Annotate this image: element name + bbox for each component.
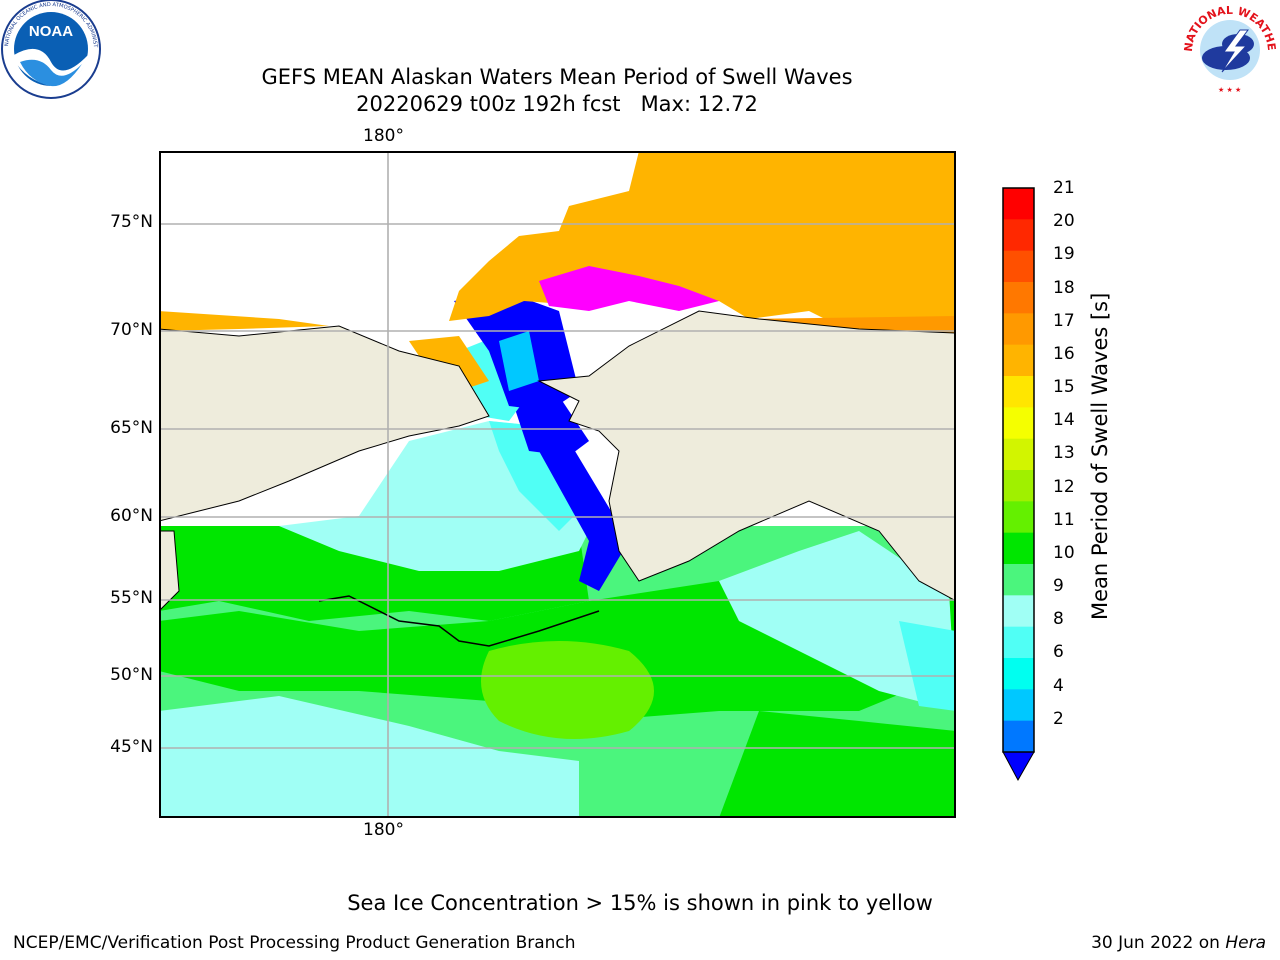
colorbar-segment [1003, 470, 1034, 502]
colorbar-tick-label: 18 [1053, 277, 1075, 298]
lon-label-bottom: 180° [363, 820, 404, 840]
colorbar-tick-label: 16 [1053, 343, 1075, 364]
colorbar-frame [1002, 187, 1035, 753]
colorbar-segment [1003, 501, 1034, 534]
bristol-bay-low-swell [539, 441, 629, 591]
colorbar-tick-label: 13 [1053, 443, 1075, 464]
land-kamchatka [160, 530, 180, 611]
graticule [160, 152, 955, 817]
lat-label-65: 65°N [110, 418, 153, 438]
map-frame [159, 151, 956, 818]
sea-ice-note: Sea Ice Concentration > 15% is shown in … [347, 891, 933, 915]
footer-producer: NCEP/EMC/Verification Post Processing Pr… [13, 933, 576, 953]
lat-label-50: 50°N [110, 665, 153, 685]
lat-label-55: 55°N [110, 588, 153, 608]
sea-ice-pink-edge [539, 266, 719, 311]
colorbar-segment [1003, 407, 1034, 440]
colorbar-title: Mean Period of Swell Waves [s] [1088, 292, 1112, 620]
colorbar-segment [1003, 438, 1034, 471]
colorbar-tick-label: 14 [1053, 410, 1075, 431]
svg-text:★ ★ ★: ★ ★ ★ [1218, 86, 1241, 94]
colorbar-tick-label: 12 [1053, 476, 1075, 497]
colorbar-segment [1003, 282, 1034, 314]
lon-label-top: 180° [363, 126, 404, 146]
colorbar-tick-label: 6 [1053, 642, 1064, 663]
footer-machine: Hera [1225, 933, 1266, 953]
colorbar-segment [1003, 188, 1034, 220]
sea-ice-siberian [160, 311, 329, 331]
colorbar [1002, 187, 1035, 782]
colorbar-tick-label: 15 [1053, 377, 1075, 398]
colorbar-tick-label: 19 [1053, 244, 1075, 265]
colorbar-segment [1003, 564, 1034, 596]
swell-7s-east [899, 621, 955, 711]
map-title: GEFS MEAN Alaskan Waters Mean Period of … [261, 65, 853, 89]
swell-8-9s-east [719, 531, 955, 711]
footer-date-text: 30 Jun 2022 on [1091, 933, 1226, 953]
colorbar-segment [1003, 658, 1034, 690]
colorbar-segment [1003, 219, 1034, 252]
colorbar-tick-label: 10 [1053, 542, 1075, 563]
colorbar-tick-label: 2 [1053, 708, 1064, 729]
noaa-wordmark: NOAA [29, 23, 73, 40]
colorbar-tick-label: 8 [1053, 609, 1064, 630]
swell-11s-southeast [719, 711, 955, 817]
footer-date: 30 Jun 2022 on Hera [1091, 933, 1266, 953]
colorbar-segment [1003, 626, 1034, 659]
colorbar-tick-label: 21 [1053, 178, 1075, 198]
colorbar-tick-label: 20 [1053, 211, 1075, 232]
colorbar-tick-label: 11 [1053, 509, 1075, 530]
map-subtitle: 20220629 t00z 192h fcst Max: 12.72 [356, 92, 758, 116]
colorbar-extend-arrow [1002, 751, 1035, 782]
colorbar-segment [1003, 720, 1034, 753]
colorbar-tick-label: 17 [1053, 310, 1075, 331]
swell-8-9s-southwest [160, 696, 579, 817]
nws-logo: NATIONAL WEATHER SERVICE ★ ★ ★ [1178, 0, 1278, 95]
colorbar-tick-label: 9 [1053, 576, 1064, 597]
colorbar-segment [1003, 344, 1034, 377]
lat-label-45: 45°N [110, 737, 153, 757]
colorbar-segment [1003, 595, 1034, 628]
chukchi-swell-channel [499, 331, 539, 391]
lat-label-75: 75°N [110, 212, 153, 232]
colorbar-segment [1003, 532, 1034, 565]
colorbar-tick-label: 4 [1053, 675, 1064, 696]
colorbar-segments [1003, 188, 1034, 753]
land-siberia [160, 325, 490, 522]
land-alaska [537, 310, 955, 602]
swell-12s-patch [481, 641, 654, 739]
map-panel [159, 151, 956, 818]
colorbar-segment [1003, 313, 1034, 346]
colorbar-segment [1003, 376, 1034, 408]
lat-label-70: 70°N [110, 320, 153, 340]
lat-label-60: 60°N [110, 506, 153, 526]
noaa-logo: NOAA NATIONAL OCEANIC AND ATMOSPHERIC AD… [0, 0, 101, 99]
colorbar-segment [1003, 250, 1034, 283]
colorbar-segment [1003, 689, 1034, 722]
